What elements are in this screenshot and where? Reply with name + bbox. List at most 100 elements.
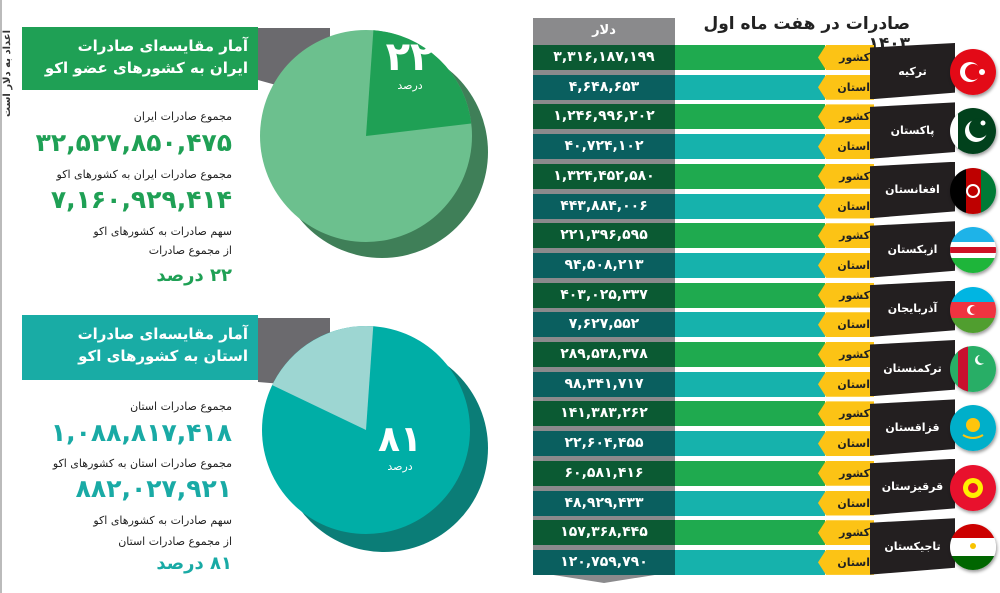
- turkmenistan-flag-icon: [950, 346, 996, 392]
- export-value: ۴,۶۴۸,۶۵۳: [533, 74, 675, 100]
- province-eco-value: ۸۸۲,۰۲۷,۹۲۱: [75, 474, 232, 503]
- iran-pie-label: ۲۲ درصد: [370, 35, 450, 92]
- row-bar: [675, 104, 825, 130]
- row-type-label: استان: [818, 312, 874, 338]
- row-bar: [675, 312, 825, 338]
- province-pie-chart: [258, 318, 488, 552]
- export-value: ۴۰۳,۰۲۵,۳۳۷: [533, 282, 675, 308]
- table-row-country: ۱,۲۴۶,۹۹۶,۲۰۲ کشور: [533, 104, 874, 130]
- row-bar: [675, 193, 825, 219]
- country-name: ترکمنستان: [870, 340, 955, 397]
- province-pie-value: ۸۱: [378, 419, 422, 460]
- kazakhstan-flag-icon: [950, 405, 996, 452]
- country-name: افغانستان: [870, 161, 955, 219]
- export-value: ۱,۲۴۶,۹۹۶,۲۰۲: [533, 104, 675, 130]
- province-total-label: مجموع صادرات استان: [130, 400, 232, 413]
- table-row-country: ۶۰,۵۸۱,۴۱۶ کشور: [533, 460, 874, 486]
- row-bar: [675, 549, 825, 575]
- row-type-label: استان: [818, 490, 874, 516]
- kyrgyzstan-flag-icon: [950, 464, 996, 511]
- country-name: پاکستان: [870, 102, 955, 159]
- table-row-province: ۴,۶۴۸,۶۵۳ استان: [533, 74, 874, 100]
- export-value: ۴۴۳,۸۸۴,۰۰۶: [533, 193, 675, 219]
- table-row-province: ۹۸,۳۴۱,۷۱۷ استان: [533, 371, 874, 397]
- province-share-label: سهم صادرات به کشورهای اکو: [93, 514, 232, 527]
- export-value: ۲۸۹,۵۳۸,۳۷۸: [533, 342, 675, 367]
- export-value: ۱۲۰,۷۵۹,۷۹۰: [533, 549, 675, 575]
- table-row-province: ۷,۶۲۷,۵۵۲ استان: [533, 312, 874, 338]
- row-type-label: کشور: [818, 45, 874, 70]
- export-value: ۱,۳۲۴,۴۵۲,۵۸۰: [533, 163, 675, 189]
- row-bar: [675, 45, 825, 70]
- country-name: قرقیزستان: [870, 458, 955, 516]
- country-name: آذربایجان: [870, 280, 955, 337]
- azerbaijan-flag-icon: [950, 286, 996, 333]
- turkey-flag-icon: [950, 49, 996, 95]
- row-bar: [675, 342, 825, 367]
- row-type-label: کشور: [818, 401, 874, 427]
- export-value: ۴۰,۷۲۴,۱۰۲: [533, 134, 675, 160]
- row-type-label: استان: [818, 193, 874, 219]
- export-value: ۶۰,۵۸۱,۴۱۶: [533, 460, 675, 486]
- row-type-label: استان: [818, 134, 874, 160]
- export-value: ۷,۶۲۷,۵۵۲: [533, 312, 675, 338]
- export-value: ۲۲,۶۰۴,۴۵۵: [533, 431, 675, 457]
- table-row-province: ۲۲,۶۰۴,۴۵۵ استان: [533, 431, 874, 457]
- row-type-label: کشور: [818, 282, 874, 308]
- country-name: ازبکستان: [870, 221, 955, 278]
- province-title-line2: استان به کشورهای اکو: [78, 347, 248, 365]
- pie-slice-eco: [366, 30, 472, 137]
- country-name: قزاقستان: [870, 399, 955, 456]
- table-row-country: ۴۰۳,۰۲۵,۳۳۷ کشور: [533, 282, 874, 308]
- province-title-line1: آمار مقایسه‌ای صادرات: [77, 325, 248, 343]
- export-value: ۳,۳۱۶,۱۸۷,۱۹۹: [533, 45, 675, 70]
- row-type-label: استان: [818, 252, 874, 278]
- export-value: ۱۴۱,۳۸۳,۲۶۲: [533, 401, 675, 427]
- province-pie-unit: درصد: [387, 460, 413, 473]
- tajikistan-flag-icon: [950, 524, 996, 571]
- table-row-country: ۱۵۷,۳۶۸,۴۴۵ کشور: [533, 520, 874, 546]
- row-bar: [675, 460, 825, 486]
- row-bar: [675, 163, 825, 189]
- row-type-label: کشور: [818, 104, 874, 130]
- table-row-province: ۴۰,۷۲۴,۱۰۲ استان: [533, 134, 874, 160]
- province-title-box: آمار مقایسه‌ای صادرات استان به کشورهای ا…: [22, 315, 258, 380]
- table-row-country: ۲۸۹,۵۳۸,۳۷۸ کشور: [533, 342, 874, 367]
- row-bar: [675, 134, 825, 160]
- iran-title-line1: آمار مقایسه‌ای صادرات: [77, 37, 248, 55]
- units-note: اعداد به دلار است: [2, 29, 13, 117]
- iran-share-value: ۲۲ درصد: [156, 265, 232, 286]
- iran-total-value: ۳۲,۵۲۷,۸۵۰,۴۷۵: [35, 128, 232, 157]
- table-row-province: ۱۲۰,۷۵۹,۷۹۰ استان: [533, 549, 874, 575]
- unit-header: دلار: [592, 23, 616, 38]
- country-name: تاجیکستان: [870, 518, 955, 575]
- table-row-province: ۴۸,۹۲۹,۴۳۳ استان: [533, 490, 874, 516]
- iran-title-line2: ایران به کشورهای عضو اکو: [44, 59, 248, 77]
- country-name: ترکیه: [870, 43, 955, 100]
- iran-share-label: سهم صادرات به کشورهای اکو: [93, 225, 232, 238]
- pakistan-flag-icon: [950, 108, 996, 155]
- export-value: ۴۸,۹۲۹,۴۳۳: [533, 490, 675, 516]
- row-bar: [675, 401, 825, 427]
- province-pie-label: ۸۱ درصد: [365, 419, 435, 474]
- iran-pie-chart: [258, 28, 488, 258]
- row-type-label: استان: [818, 549, 874, 575]
- iran-eco-value: ۷,۱۶۰,۹۲۹,۴۱۴: [50, 185, 232, 214]
- iran-pie-value: ۲۲: [385, 34, 435, 80]
- iran-share-label2: از مجموع صادرات: [148, 244, 232, 257]
- row-type-label: کشور: [818, 342, 874, 367]
- iran-eco-label: مجموع صادرات ایران به کشورهای اکو: [56, 168, 232, 181]
- table-row-country: ۳,۳۱۶,۱۸۷,۱۹۹ کشور: [533, 45, 874, 70]
- row-bar: [675, 252, 825, 278]
- province-share-value: ۸۱ درصد: [156, 553, 232, 574]
- row-bar: [675, 520, 825, 546]
- province-total-value: ۱,۰۸۸,۸۱۷,۴۱۸: [50, 418, 232, 447]
- table-row-province: ۴۴۳,۸۸۴,۰۰۶ استان: [533, 193, 874, 219]
- row-bar: [675, 371, 825, 397]
- export-value: ۲۲۱,۳۹۶,۵۹۵: [533, 223, 675, 249]
- row-type-label: کشور: [818, 223, 874, 249]
- table-row-country: ۲۲۱,۳۹۶,۵۹۵ کشور: [533, 223, 874, 249]
- export-value: ۹۸,۳۴۱,۷۱۷: [533, 371, 675, 397]
- row-bar: [675, 490, 825, 516]
- left-border: [0, 0, 2, 593]
